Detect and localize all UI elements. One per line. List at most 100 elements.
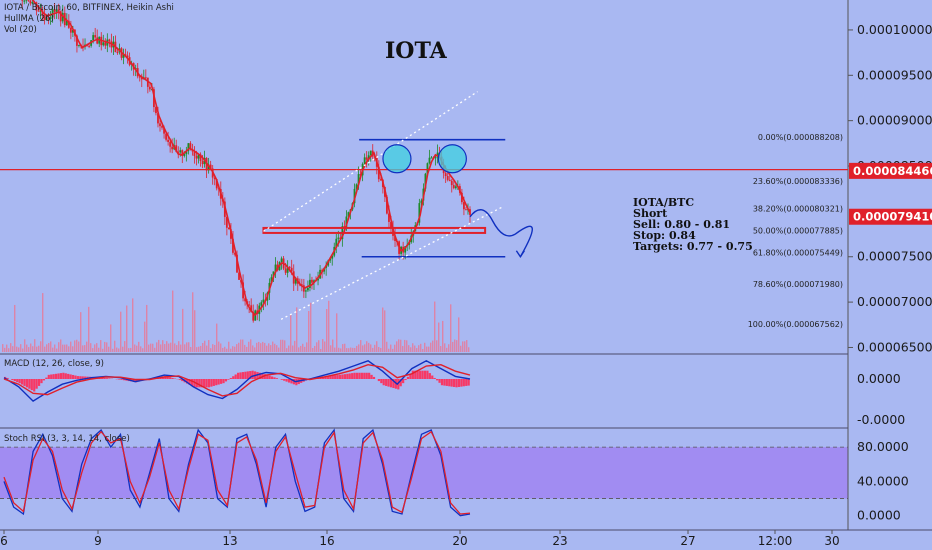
macd-histogram-bar: [421, 370, 424, 379]
macd-histogram-bar: [69, 374, 72, 379]
volume-bar: [90, 343, 92, 352]
candle-body: [353, 188, 356, 204]
x-tick-label: 9: [94, 534, 102, 548]
volume-bar: [192, 292, 194, 352]
volume-bar: [200, 345, 202, 352]
x-tick-label: 12:00: [758, 534, 793, 548]
candle-body: [388, 213, 390, 222]
volume-bar: [180, 344, 182, 352]
volume-bar: [410, 347, 412, 352]
candle-body: [232, 238, 234, 253]
macd-histogram-bar: [171, 377, 174, 379]
candle-body: [450, 180, 453, 186]
price-axis-panel[interactable]: [848, 0, 932, 550]
volume-bar: [272, 341, 274, 352]
drawing-overlays[interactable]: [0, 91, 848, 320]
macd-histogram-bar: [348, 373, 351, 379]
macd-histogram-bar: [47, 374, 50, 379]
macd-histogram-bar: [283, 379, 286, 381]
candle-body: [39, 10, 42, 12]
macd-histogram-bar: [326, 375, 330, 379]
candle-body: [309, 279, 311, 288]
macd-tick-label: -0.0000: [857, 412, 905, 427]
macd-histogram-bar: [377, 379, 380, 382]
macd-histogram-bar: [334, 375, 337, 379]
candle-body: [187, 143, 190, 152]
price-tag-label: 0.000084466: [853, 164, 932, 178]
stoch-tick-label: 40.0000: [857, 473, 909, 488]
x-tick-label: 16: [319, 534, 334, 548]
candle-body: [102, 42, 105, 46]
volume-bar: [100, 340, 102, 352]
macd-histogram-bar: [37, 379, 41, 386]
volume-bar: [452, 341, 454, 352]
volume-bar: [44, 346, 46, 352]
volume-bar: [194, 310, 196, 352]
volume-bar: [80, 312, 82, 352]
volume-bar: [228, 341, 230, 352]
candle-body: [171, 146, 174, 150]
volume-bar: [370, 344, 372, 352]
macd-histogram-bar: [266, 374, 269, 379]
macd-histogram-bar: [436, 379, 439, 381]
volume-bar: [380, 347, 382, 352]
macd-histogram-bar: [467, 379, 470, 386]
candle-body: [144, 77, 147, 79]
volume-bar: [174, 343, 176, 352]
macd-histogram-bar: [399, 379, 402, 387]
macd-histogram-bar: [57, 373, 60, 379]
y-tick-label: 0.0000700000: [857, 294, 932, 309]
candle-body: [284, 268, 287, 273]
volume-bar: [278, 347, 280, 352]
macd-histogram-bar: [50, 374, 53, 379]
volume-bar: [344, 343, 346, 352]
top-circle[interactable]: [382, 144, 412, 174]
macd-histogram-bar: [275, 378, 279, 379]
fib-label: 100.00%(0.000067562): [748, 320, 843, 329]
volume-bar: [48, 342, 50, 352]
volume-bar: [188, 342, 190, 352]
candle-body: [76, 35, 78, 46]
candle-body: [57, 9, 60, 12]
top-circle[interactable]: [437, 144, 467, 174]
macd-histogram-bar: [290, 379, 293, 384]
macd-histogram-bar: [186, 379, 189, 384]
volume-bar: [60, 339, 62, 352]
volume-bar: [312, 348, 314, 352]
macd-histogram-bar: [200, 379, 203, 388]
macd-histogram-bar: [382, 379, 385, 386]
hullma-line: [31, 0, 471, 317]
y-tick-label: 0.0000950000: [857, 67, 932, 82]
volume-bar: [306, 342, 308, 352]
volume-bar: [6, 344, 8, 352]
macd-histogram-bar: [258, 372, 262, 379]
volume-bar: [434, 301, 436, 352]
candle-body: [463, 202, 465, 210]
support-zone[interactable]: [262, 226, 487, 234]
channel-line[interactable]: [280, 206, 504, 320]
annotation-line: IOTA/BTC: [633, 196, 694, 209]
macd-histogram-bar: [178, 379, 181, 380]
candle-body: [286, 266, 289, 273]
stoch-k-line: [3, 428, 471, 517]
volume-bar: [232, 346, 234, 352]
macd-histogram-bar: [181, 379, 184, 382]
candle-body: [189, 143, 192, 150]
macd-histogram-bar: [380, 379, 383, 384]
volume-bar: [364, 344, 366, 352]
volume-bar: [360, 340, 362, 352]
candle-body: [148, 86, 151, 90]
macd-histogram-bar: [11, 379, 14, 381]
volume-bar: [244, 344, 246, 352]
macd-histogram-bar: [329, 375, 332, 379]
projection-path[interactable]: [469, 209, 533, 258]
macd-histogram-bar: [6, 377, 9, 379]
volume-bar: [8, 348, 10, 352]
macd-label: MACD (12, 26, close, 9): [4, 359, 104, 369]
volume-bar: [376, 341, 378, 352]
macd-histogram-bar: [404, 379, 407, 381]
candle-body: [25, 0, 28, 1]
volume-bar: [122, 346, 124, 352]
volume-bar: [336, 313, 338, 352]
